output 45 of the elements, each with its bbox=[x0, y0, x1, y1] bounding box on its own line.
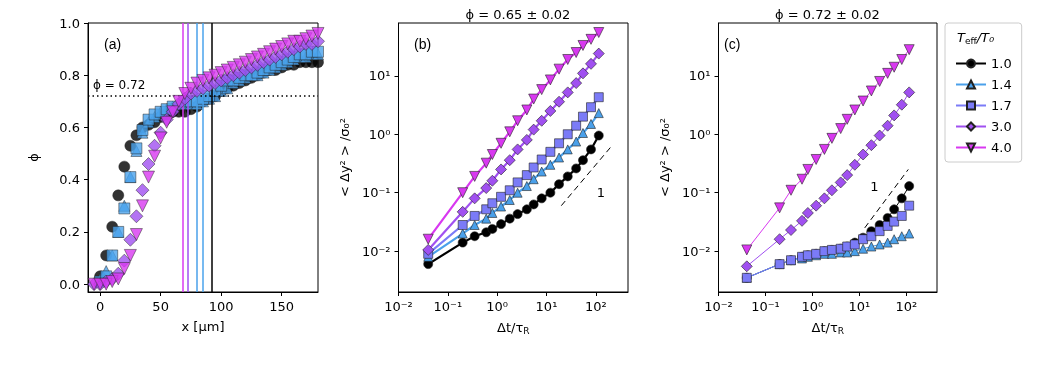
y-tick-label: 0.2 bbox=[59, 224, 80, 240]
legend-label: 1.4 bbox=[991, 77, 1012, 92]
x-tick-label: 100 bbox=[208, 299, 234, 314]
x-tick-label: 10² bbox=[895, 299, 918, 314]
ref-line-label: ϕ = 0.72 bbox=[93, 78, 146, 93]
y-axis-title: < Δy² > /σ₀² bbox=[337, 117, 352, 198]
chart-title: ϕ = 0.72 ± 0.02 bbox=[775, 7, 880, 22]
y-axis-title: ϕ bbox=[26, 153, 41, 162]
x-tick-label: 10⁻² bbox=[704, 299, 733, 314]
x-tick-label: 150 bbox=[269, 299, 295, 314]
x-tick-label: 0 bbox=[95, 299, 105, 314]
x-tick-label: 10⁰ bbox=[801, 299, 824, 314]
y-tick-label: 10¹ bbox=[368, 68, 391, 84]
y-tick-label: 10⁰ bbox=[688, 126, 711, 142]
series-label: 1 bbox=[870, 179, 879, 195]
y-tick-label: 10⁻² bbox=[361, 243, 391, 259]
legend-label: 4.0 bbox=[991, 140, 1012, 155]
annotation: (a) bbox=[104, 36, 122, 52]
legend-label: 3.0 bbox=[991, 119, 1012, 134]
annotation: (b) bbox=[414, 36, 432, 52]
x-tick-label: 10² bbox=[584, 299, 607, 314]
y-tick-label: 10⁻¹ bbox=[361, 185, 391, 201]
legend-label: 1.0 bbox=[991, 56, 1012, 71]
x-tick-label: 10⁻¹ bbox=[751, 299, 780, 314]
series-label: 1 bbox=[596, 184, 606, 200]
x-tick-label: 50 bbox=[152, 299, 169, 314]
x-tick-label: 10¹ bbox=[535, 299, 558, 314]
y-axis-title: < Δy² > /σ₀² bbox=[657, 117, 672, 198]
y-tick-label: 10⁻¹ bbox=[681, 185, 711, 201]
y-tick-label: 1.0 bbox=[59, 15, 80, 31]
x-tick-label: 10⁰ bbox=[486, 299, 509, 314]
y-tick-label: 0.8 bbox=[59, 67, 80, 83]
y-tick-label: 0.6 bbox=[59, 119, 80, 135]
y-tick-label: 0.4 bbox=[59, 172, 80, 188]
y-tick-label: 10⁰ bbox=[368, 126, 391, 142]
x-tick-label: 10⁻¹ bbox=[433, 299, 463, 314]
y-tick-label: 10¹ bbox=[688, 68, 711, 84]
chart-title: ϕ = 0.65 ± 0.02 bbox=[465, 7, 571, 22]
annotation: (c) bbox=[724, 36, 741, 52]
legend-label: 1.7 bbox=[991, 98, 1012, 113]
x-axis-title: x [μm] bbox=[181, 319, 225, 334]
x-tick-label: 10¹ bbox=[848, 299, 871, 314]
y-tick-label: 10⁻² bbox=[681, 243, 711, 259]
x-tick-label: 10⁻² bbox=[384, 299, 413, 314]
y-tick-label: 0.0 bbox=[59, 276, 80, 292]
